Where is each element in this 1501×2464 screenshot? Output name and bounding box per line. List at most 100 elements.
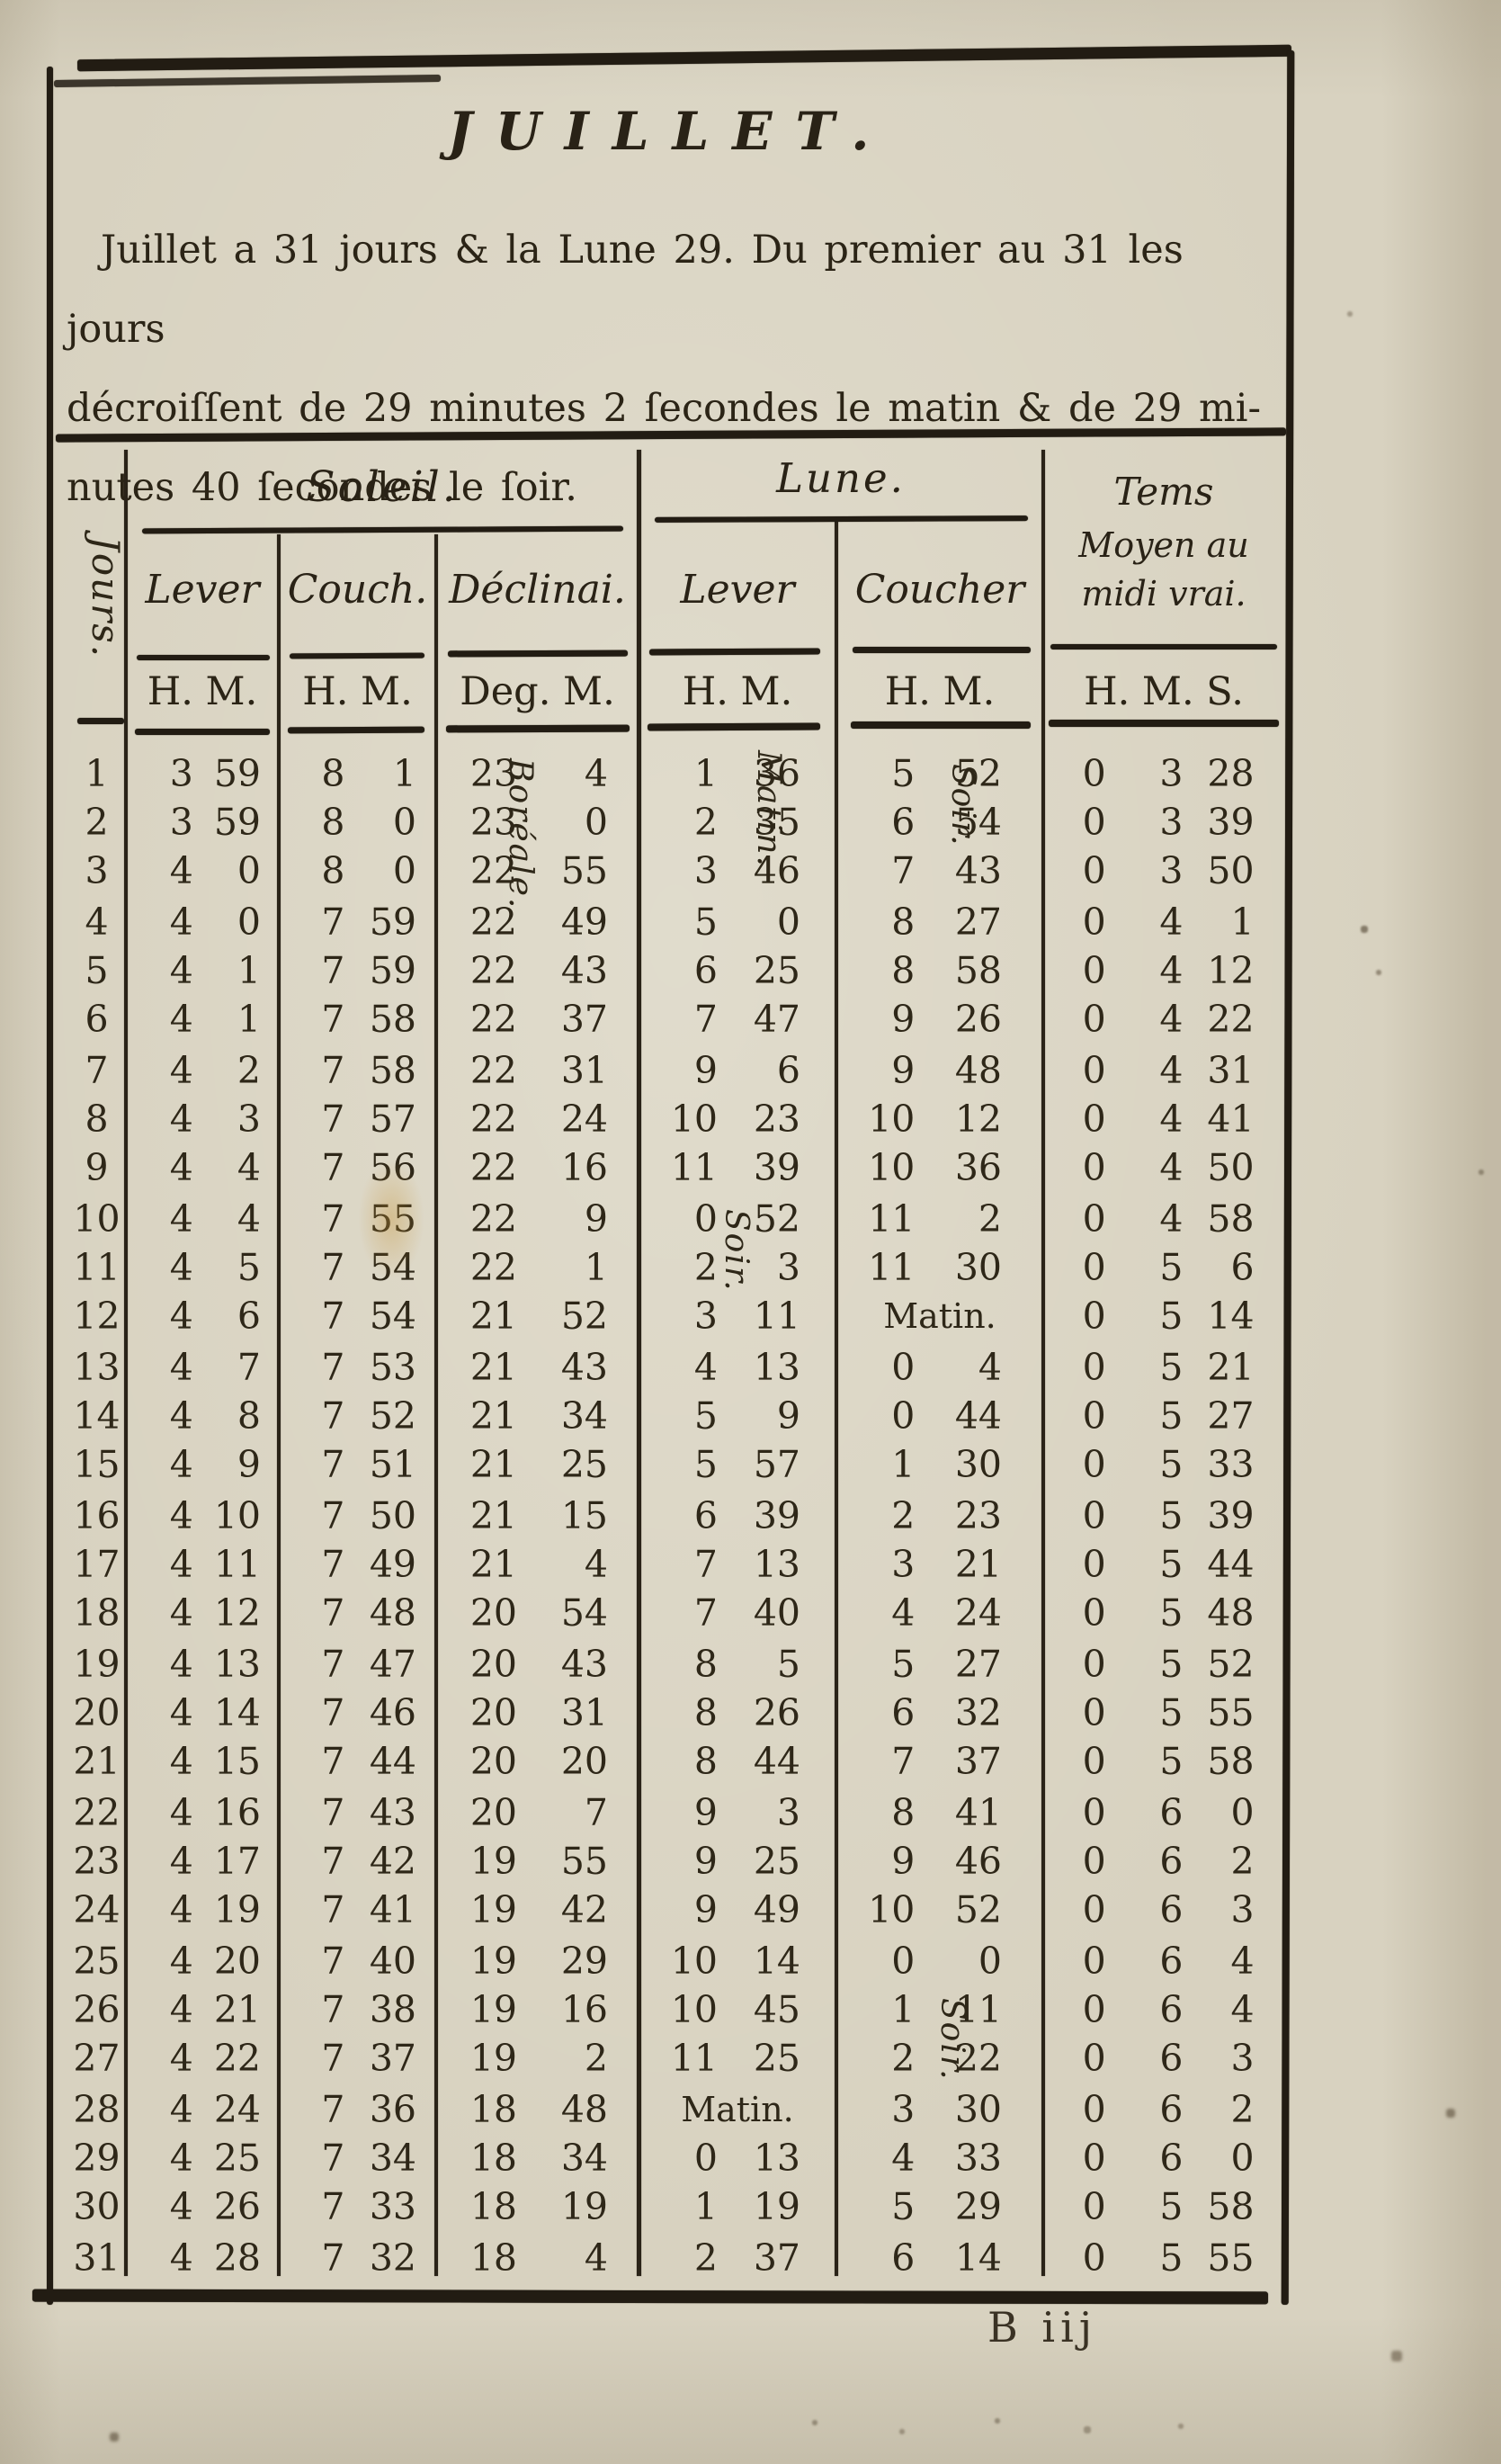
cell-lune-coucher: 3 21 [891,1543,1002,1586]
cell-soleil-coucher: 7 34 [321,2137,416,2180]
cell-lune-lever: 11 39 [670,1146,800,1189]
units-soleil-lever: H. M. [147,669,258,714]
cell-soleil-coucher: 7 59 [321,949,416,992]
cell-day: 14 [73,1394,121,1438]
cell-lune-coucher: 10 52 [868,1888,1002,1931]
cell-declinaison: 20 43 [469,1643,608,1686]
annotation-matin-lever: Matin. [750,750,787,868]
cell-lune-coucher: 4 33 [891,2137,1002,2180]
units-underline [647,722,821,731]
cell-day: 13 [73,1346,121,1389]
top-border-rule [76,44,1292,72]
cell-lune-coucher: 5 52 [891,752,1002,795]
cell-soleil-coucher: 7 42 [321,1840,416,1883]
column-header-soleil-lever: Lever [145,567,260,613]
cell-day: 1 [85,752,109,795]
cell-soleil-coucher: 7 52 [321,1394,416,1438]
top-border-rule-echo [53,74,442,88]
cell-declinaison: 18 19 [469,2185,608,2228]
cell-lune-lever: 6 39 [693,1494,800,1537]
cell-day: 21 [73,1740,121,1783]
cell-lune-lever: 10 45 [670,1988,800,2031]
cell-tems-moyen: 0 5 58 [1082,1740,1255,1783]
table-row: 5 4 1 7 59 22 43 6 25 8 58 0 4 12 [52,946,1288,996]
cell-day: 29 [73,2137,121,2180]
cell-lune-lever: 7 40 [693,1591,800,1635]
cell-lune-coucher: 6 54 [891,801,1002,844]
cell-lune-lever: 3 46 [693,849,800,892]
cell-soleil-coucher: 754 [321,1246,416,1289]
cell-tems-moyen: 0 4 58 [1082,1197,1255,1241]
column-header-tems: Tems [1113,470,1214,514]
column-divider [835,522,838,2276]
cell-soleil-coucher: 7 32 [321,2236,416,2280]
table-row: 26 4 21 7 38 19 16 10 45 1 11 0 6 4 [52,1985,1288,2035]
intro-line: Juillet a 31 jours & la Lune 29. Du prem… [67,228,1184,352]
cell-lune-coucher: 7 43 [891,849,1002,892]
cell-day: 2 [85,801,109,844]
cell-soleil-lever: 4 21 [169,1988,261,2031]
table-row: 21 4 15 7 44 20 20 8 44 7 37 0 5 58 [52,1737,1288,1787]
column-header-jours: Jours. [84,535,128,659]
cell-tems-moyen: 0 3 50 [1082,849,1255,892]
cell-declinaison: 21 25 [469,1443,608,1486]
cell-lune-lever: 1 36 [693,752,800,795]
column-divider [434,534,438,2276]
cell-tems-moyen: 0 4 31 [1082,1049,1255,1092]
cell-tems-moyen: 0 5 55 [1082,2236,1255,2280]
cell-soleil-coucher: 7 58 [321,1049,416,1092]
cell-declinaison: 22 24 [469,1098,608,1141]
cell-soleil-lever: 3 59 [169,801,261,844]
cell-lune-lever: 9 49 [693,1888,800,1931]
cell-tems-moyen: 0 5 58 [1082,2185,1255,2228]
cell-declinaison: 21 4 [469,1543,608,1586]
cell-day: 31 [73,2236,121,2280]
cell-lune-coucher: 1 30 [891,1443,1002,1486]
table-row: 3 4 0 8 0 22 55 3 46 7 43 0 3 50 [52,847,1288,896]
table-row: 22 4 16 7 43 20 7 9 3 8 41 0 6 0 [52,1788,1288,1838]
cell-soleil-lever: 4 22 [169,2037,261,2080]
table-row: 14 4 8 7 52 21 34 5 9 0 44 0 5 27 [52,1392,1288,1441]
ink-specks [0,0,2,2]
table-row: 7 4 2 7 58 22 31 9 6 9 48 0 4 31 [52,1046,1288,1096]
cell-soleil-lever: 4 15 [169,1740,261,1783]
printer-signature: B iij [987,2303,1098,2352]
table-row: 15 4 9 7 51 21 25 5 57 1 30 0 5 33 [52,1440,1288,1490]
cell-tems-moyen: 0 4 22 [1082,998,1255,1041]
cell-declinaison: 20 7 [469,1791,608,1834]
cell-lune-coucher: 8 27 [891,900,1002,944]
units-underline [445,724,630,733]
units-underline [287,726,425,734]
cell-soleil-lever: 4 16 [169,1791,261,1834]
table-row: 25 4 20 7 40 19 29 10 14 0 0 0 6 4 [52,1937,1288,1986]
table-row: 2 3 59 8 0 23 0 2 35 6 54 0 3 39 [52,798,1288,847]
cell-lune-lever: 7 47 [693,998,800,1041]
group-divider-lune-tems [1041,450,1045,2276]
cell-tems-moyen: 0 4 50 [1082,1146,1255,1189]
cell-soleil-coucher: 755 [321,1197,416,1241]
cell-soleil-lever: 4 11 [169,1543,261,1586]
cell-declinaison: 19 16 [469,1988,608,2031]
cell-declinaison: 22 49 [469,900,608,944]
units-declinaison: Deg. M. [460,669,615,714]
